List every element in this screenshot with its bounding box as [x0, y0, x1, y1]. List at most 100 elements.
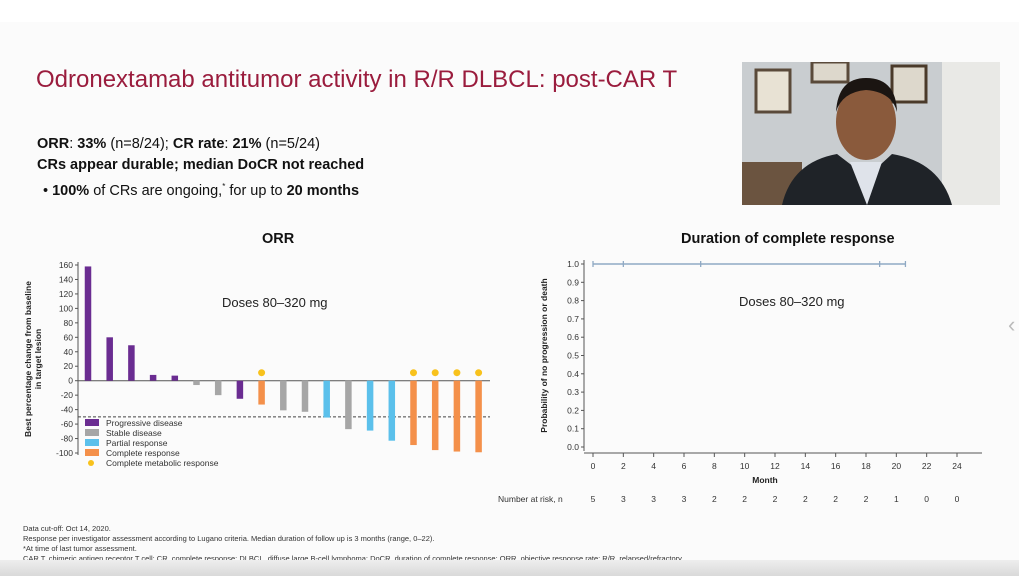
summary-text: ORR: 33% (n=8/24); CR rate: 21% (n=5/24)…: [37, 134, 364, 202]
at-risk-label: Number at risk, n: [498, 494, 563, 504]
docr-chart-title: Duration of complete response: [681, 231, 895, 247]
at-risk-value: 2: [803, 494, 808, 504]
y-tick-label: -80: [61, 434, 74, 444]
next-slide-chevron-icon[interactable]: ‹: [1008, 312, 1016, 337]
bar-PD: [149, 374, 157, 381]
bar-SD: [193, 380, 200, 386]
durability-line: CRs appear durable; median DoCR not reac…: [37, 157, 365, 173]
y-tick-label: 160: [59, 260, 73, 270]
cmr-dot: [431, 369, 439, 377]
footnote: Response per investigator assessment acc…: [23, 534, 435, 543]
bar-PD: [106, 337, 113, 381]
bar-PR: [388, 380, 396, 441]
at-risk-value: 2: [833, 494, 838, 504]
footnote: Data cut-off: Oct 14, 2020.: [23, 524, 111, 533]
y-axis-label: Best percentage change from baselinein t…: [23, 281, 43, 437]
bar-SD: [345, 380, 352, 430]
legend-swatch: [85, 429, 99, 436]
km-x-tick-label: 16: [831, 461, 841, 471]
y-tick-label: 60: [64, 332, 74, 342]
bar-SD: [301, 380, 309, 412]
km-dose-annotation: Doses 80–320 mg: [739, 294, 845, 309]
legend-label: Complete response: [106, 448, 180, 458]
bar-CR: [431, 380, 439, 451]
bar-PD: [128, 345, 135, 381]
km-y-tick-label: 0.2: [567, 405, 579, 415]
km-y-tick-label: 0.1: [567, 424, 579, 434]
y-tick-label: 120: [59, 289, 73, 299]
footnote: *At time of last tumor assessment.: [23, 544, 137, 553]
km-y-tick-label: 0.9: [567, 277, 579, 287]
slide-title: Odronextamab antitumor activity in R/R D…: [36, 66, 678, 93]
at-risk-value: 1: [894, 494, 899, 504]
km-x-tick-label: 4: [651, 461, 656, 471]
km-x-tick-label: 24: [952, 461, 962, 471]
legend-swatch: [85, 439, 99, 446]
km-x-tick-label: 12: [770, 461, 780, 471]
bar-PD: [84, 266, 92, 381]
km-x-tick-label: 18: [861, 461, 871, 471]
cmr-dot: [475, 369, 483, 377]
bar-CR: [453, 380, 461, 452]
km-y-tick-label: 1.0: [567, 259, 579, 269]
at-risk-value: 2: [742, 494, 747, 504]
bullet-text: of CRs are ongoing,: [89, 182, 223, 199]
km-y-tick-label: 0.8: [567, 296, 579, 306]
km-y-tick-label: 0.4: [567, 369, 579, 379]
bullet: • 100% of CRs are ongoing,* for up to 20…: [43, 182, 360, 199]
legend-label: Progressive disease: [106, 418, 183, 428]
orr-n: (n=8/24);: [110, 136, 169, 152]
bar-SD: [280, 380, 287, 411]
km-y-tick-label: 0.0: [567, 442, 579, 452]
orr-value: 33%: [77, 136, 107, 152]
km-x-tick-label: 0: [591, 461, 596, 471]
at-risk-value: 3: [621, 494, 626, 504]
cr-n: (n=5/24): [265, 136, 320, 152]
cr-value: 21%: [232, 136, 262, 152]
at-risk-value: 5: [591, 494, 596, 504]
bar-SD: [214, 380, 222, 396]
at-risk-value: 2: [864, 494, 869, 504]
bar-PD: [171, 375, 179, 381]
dose-annotation: Doses 80–320 mg: [222, 295, 328, 310]
km-y-tick-label: 0.5: [567, 351, 579, 361]
orr-label: ORR: [37, 136, 70, 152]
bar-CR: [410, 380, 417, 446]
at-risk-value: 2: [712, 494, 717, 504]
bullet-text2: for up to: [225, 182, 287, 199]
legend-label: Complete metabolic response: [106, 458, 219, 468]
km-x-axis-label: Month: [752, 475, 778, 485]
at-risk-value: 0: [924, 494, 929, 504]
footnotes: Data cut-off: Oct 14, 2020. Response per…: [23, 524, 683, 564]
legend-label: Partial response: [106, 438, 168, 448]
cr-label: CR rate: [172, 136, 225, 152]
legend-swatch: [85, 449, 99, 456]
km-y-axis-label: Probability of no progression or death: [539, 278, 549, 432]
bar-PR: [366, 380, 374, 431]
cmr-dot: [453, 369, 461, 377]
km-x-tick-label: 2: [621, 461, 626, 471]
km-x-tick-label: 8: [712, 461, 717, 471]
bullet-value: 100%: [52, 182, 90, 199]
at-risk-value: 2: [773, 494, 778, 504]
legend-swatch: [85, 419, 99, 426]
km-x-tick-label: 20: [892, 461, 902, 471]
presenter-video: [742, 62, 1000, 205]
bar-CR: [258, 380, 265, 405]
footnote: CAR T, chimeric antigen receptor T cell;…: [23, 554, 684, 563]
km-x-tick-label: 14: [801, 461, 811, 471]
legend-label: Stable disease: [106, 428, 162, 438]
y-tick-label: 100: [59, 303, 73, 313]
y-tick-label: 20: [64, 361, 74, 371]
y-tick-label: -100: [56, 448, 73, 458]
y-tick-label: -40: [61, 405, 74, 415]
km-y-tick-label: 0.6: [567, 332, 579, 342]
y-tick-label: -20: [61, 390, 74, 400]
y-tick-label: -60: [61, 419, 74, 429]
y-tick-label: 140: [59, 274, 73, 284]
bottom-bar: [0, 560, 1019, 576]
at-risk-value: 3: [682, 494, 687, 504]
km-x-tick-label: 22: [922, 461, 932, 471]
top-bar: [0, 0, 1019, 22]
